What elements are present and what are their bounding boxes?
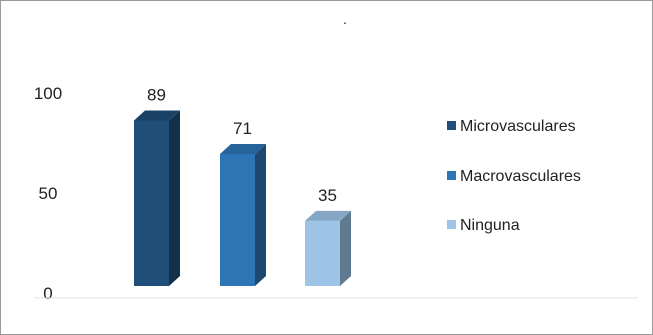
- data-label-macrovasculares: 71: [233, 119, 252, 138]
- y-axis: 0 50 100: [34, 84, 62, 303]
- bar-side-ninguna: [340, 210, 351, 286]
- legend-swatch-ninguna: [447, 220, 456, 229]
- legend-swatch-microvasculares: [447, 121, 456, 130]
- bar-ninguna: [305, 210, 351, 286]
- legend-label-ninguna: Ninguna: [460, 217, 520, 234]
- y-tick-100: 100: [34, 84, 62, 103]
- bar-front-ninguna: [305, 220, 340, 286]
- legend: Microvasculares Macrovasculares Ninguna: [447, 118, 581, 234]
- legend-label-macrovasculares: Macrovasculares: [460, 168, 581, 185]
- legend-label-microvasculares: Microvasculares: [460, 118, 576, 135]
- bars-group: 89 71 35: [134, 85, 351, 287]
- bar-microvasculares: [134, 110, 180, 287]
- bar-side-macrovasculares: [255, 143, 266, 286]
- legend-item-macrovasculares: Macrovasculares: [447, 168, 581, 185]
- bar-macrovasculares: [220, 143, 266, 286]
- legend-item-ninguna: Ninguna: [447, 217, 520, 234]
- bar-top-ninguna: [305, 210, 351, 221]
- legend-swatch-macrovasculares: [447, 171, 456, 180]
- chart-title: .: [343, 11, 347, 27]
- legend-item-microvasculares: Microvasculares: [447, 118, 576, 135]
- bar-side-microvasculares: [169, 110, 180, 287]
- bar-front-microvasculares: [134, 120, 169, 287]
- data-label-ninguna: 35: [318, 186, 337, 205]
- bar-top-macrovasculares: [220, 143, 266, 154]
- bar-front-macrovasculares: [220, 153, 255, 286]
- bar-top-microvasculares: [134, 110, 180, 121]
- data-label-microvasculares: 89: [147, 85, 166, 104]
- y-tick-0: 0: [43, 284, 52, 303]
- y-tick-50: 50: [39, 184, 58, 203]
